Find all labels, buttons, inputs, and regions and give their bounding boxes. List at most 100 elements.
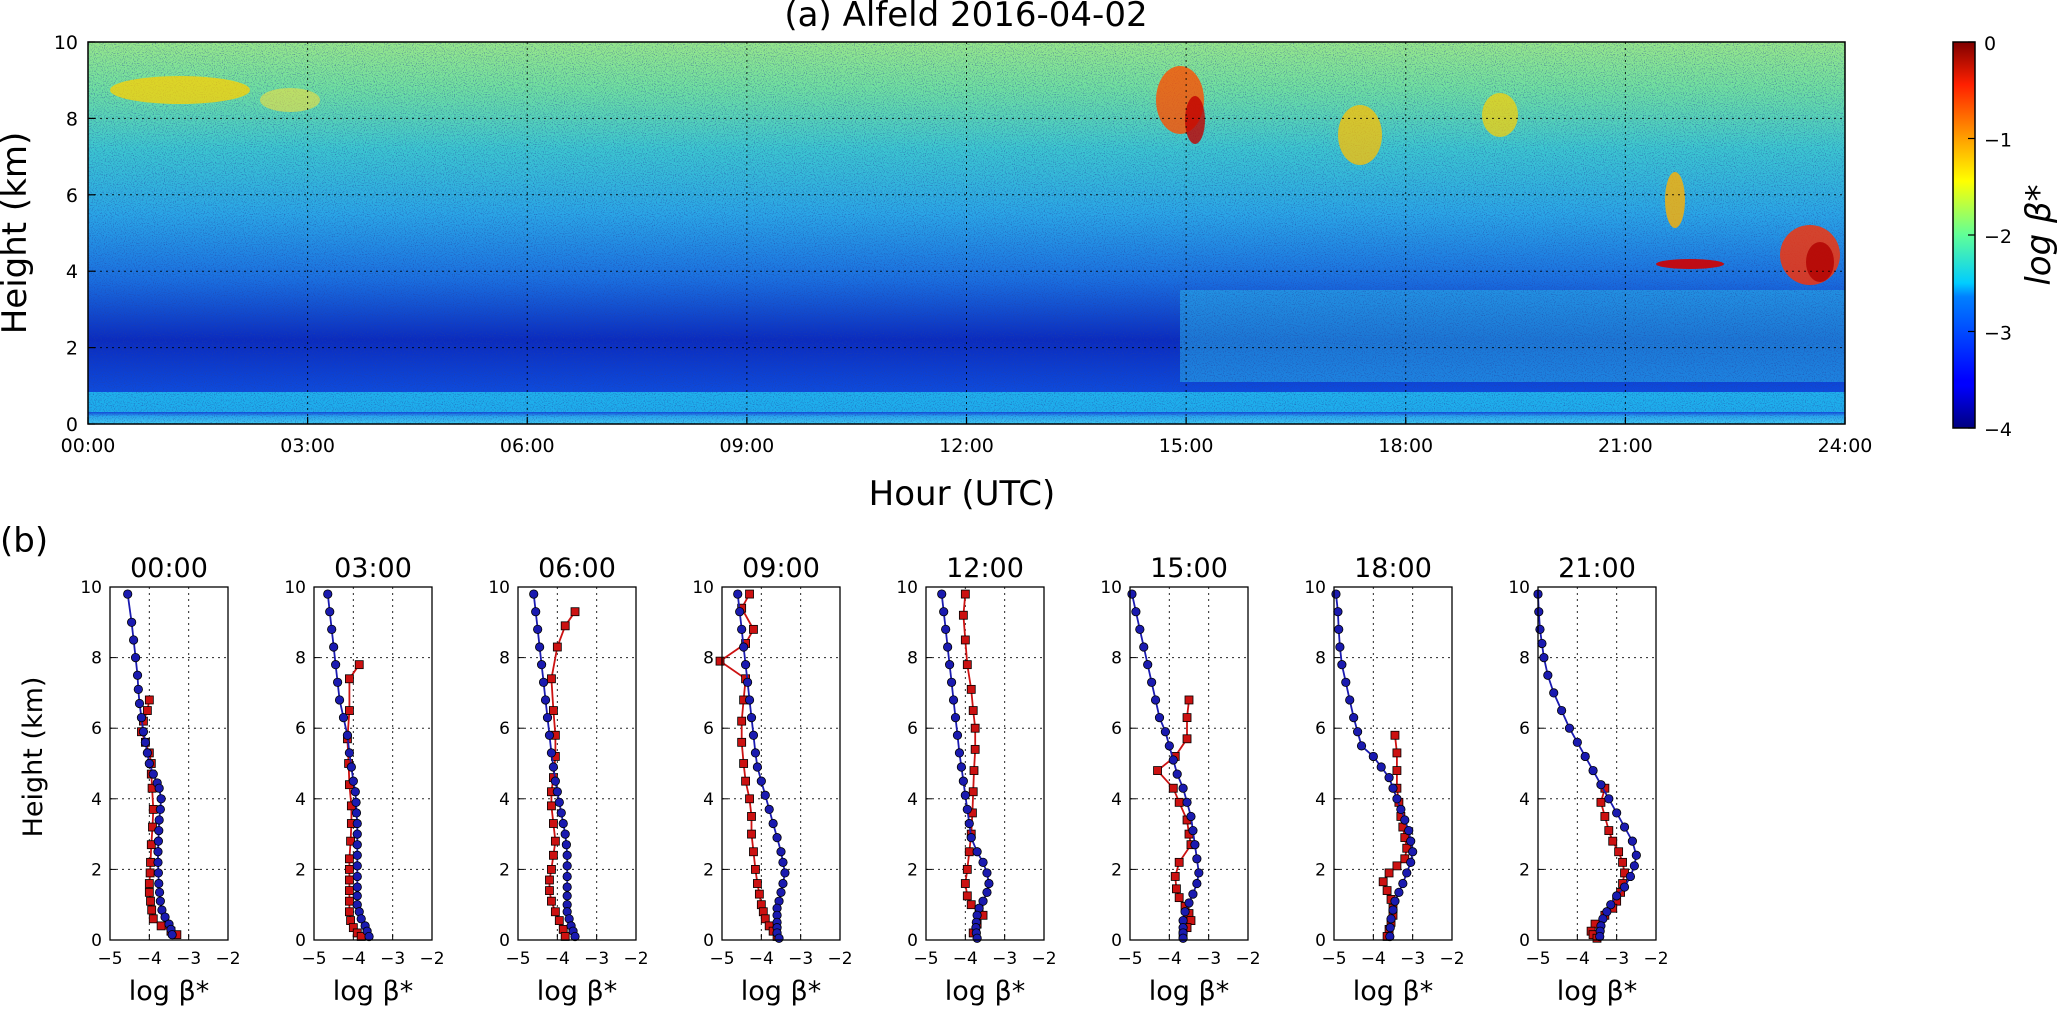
blue-point (550, 776, 560, 786)
profile-xtick: −2 (215, 949, 240, 969)
blue-point (535, 642, 545, 652)
blue-point (123, 589, 133, 599)
red-point (549, 850, 558, 860)
blue-point (154, 815, 164, 825)
blue-point (1588, 765, 1598, 776)
profile-ytick: 4 (1111, 790, 1122, 810)
profile-ytick: 2 (295, 860, 306, 880)
profile-xtick: −5 (505, 949, 530, 969)
blue-point (352, 871, 362, 882)
profile-ytick: 6 (703, 719, 714, 739)
red-point (547, 801, 556, 811)
red-point (737, 737, 747, 747)
profile-xtick: −2 (1643, 949, 1668, 969)
heatmap-ylabel: Height (km) (0, 132, 35, 335)
red-point (747, 829, 756, 839)
blue-point (344, 748, 354, 758)
red-point (344, 907, 354, 917)
blue-point (752, 762, 763, 772)
profile-title: 06:00 (538, 553, 616, 584)
profile-ytick: 0 (295, 931, 306, 951)
profile-xtick: −5 (1117, 949, 1142, 969)
blue-point (356, 914, 366, 924)
blue-point (331, 660, 341, 670)
profile-ytick: 0 (1111, 931, 1122, 951)
blue-point (943, 642, 953, 652)
blue-point (351, 797, 361, 807)
blue-point (533, 624, 543, 634)
blue-point (156, 794, 166, 804)
blue-point (1564, 723, 1575, 733)
profile-xtick: −4 (1565, 949, 1590, 969)
profile-ytick: 10 (1304, 578, 1326, 598)
blue-point (939, 607, 949, 617)
blue-point (558, 818, 568, 829)
profile-ytick: 6 (907, 719, 918, 739)
red-point (1614, 847, 1624, 857)
profile-title: 03:00 (334, 553, 412, 584)
blue-point (1390, 896, 1400, 906)
profile-ytick: 2 (907, 860, 918, 880)
blue-point (984, 878, 994, 889)
blue-point (982, 868, 992, 878)
blue-point (133, 684, 143, 694)
profile-ytick: 6 (1519, 719, 1530, 739)
blue-point (529, 589, 539, 599)
blue-point (1143, 660, 1153, 670)
blue-point (1192, 878, 1202, 889)
red-point (144, 887, 154, 897)
red-point (547, 674, 556, 684)
blue-point (764, 804, 774, 814)
blue-point (1580, 751, 1590, 762)
colorbar: −4 −3 −2 −1 0 log β* (1952, 33, 2059, 441)
red-point (156, 921, 166, 931)
red-point (552, 642, 562, 652)
profile-ytick: 10 (692, 578, 714, 598)
heatmap-xtick: 15:00 (1159, 435, 1214, 457)
blue-point (735, 607, 745, 617)
red-point (144, 695, 154, 705)
blue-point (160, 912, 170, 922)
colorbar-tick: −2 (1984, 226, 2012, 248)
blue-point (154, 783, 164, 793)
blue-point (778, 878, 788, 889)
red-point (146, 857, 155, 867)
profile-frame (721, 586, 841, 941)
profile-xlabel: log β* (945, 976, 1025, 1007)
red-point (547, 896, 556, 906)
red-point (737, 716, 747, 726)
red-point (749, 624, 758, 634)
red-point (745, 794, 754, 804)
blue-point (1147, 677, 1157, 687)
profile-ytick: 6 (1315, 719, 1326, 739)
blue-point (941, 624, 951, 634)
profile-ytick: 2 (703, 860, 714, 880)
profile-xtick: −5 (709, 949, 734, 969)
profile-ytick: 6 (91, 719, 102, 739)
blue-point (1596, 780, 1606, 790)
red-point (1392, 861, 1402, 871)
blue-point (1164, 741, 1174, 751)
blue-point (540, 695, 551, 705)
red-point (344, 854, 354, 864)
red-point (1608, 836, 1618, 846)
profile-panels: −5 −4 −3 −2 0 2 4 6 8 10 00:00 log β* −5 −4 −3 −2 0 2 4 6 8 1… (80, 553, 1668, 1007)
red-point (146, 896, 155, 906)
blue-point (342, 730, 353, 740)
blue-point (948, 695, 959, 705)
heatmap-xtick: 18:00 (1378, 435, 1433, 457)
blue-point (1160, 727, 1171, 737)
blue-point (1408, 847, 1418, 857)
blue-point (1178, 783, 1188, 793)
red-point (549, 706, 558, 715)
red-point (1384, 868, 1394, 878)
profile-ytick: 0 (91, 931, 102, 951)
heatmap-xtick: 12:00 (939, 435, 994, 457)
blue-point (562, 882, 572, 892)
red-point (745, 589, 754, 599)
profile-xtick: −4 (545, 949, 570, 969)
blue-point (1572, 737, 1582, 747)
blue-point (1139, 642, 1149, 652)
blue-point (1127, 589, 1137, 599)
